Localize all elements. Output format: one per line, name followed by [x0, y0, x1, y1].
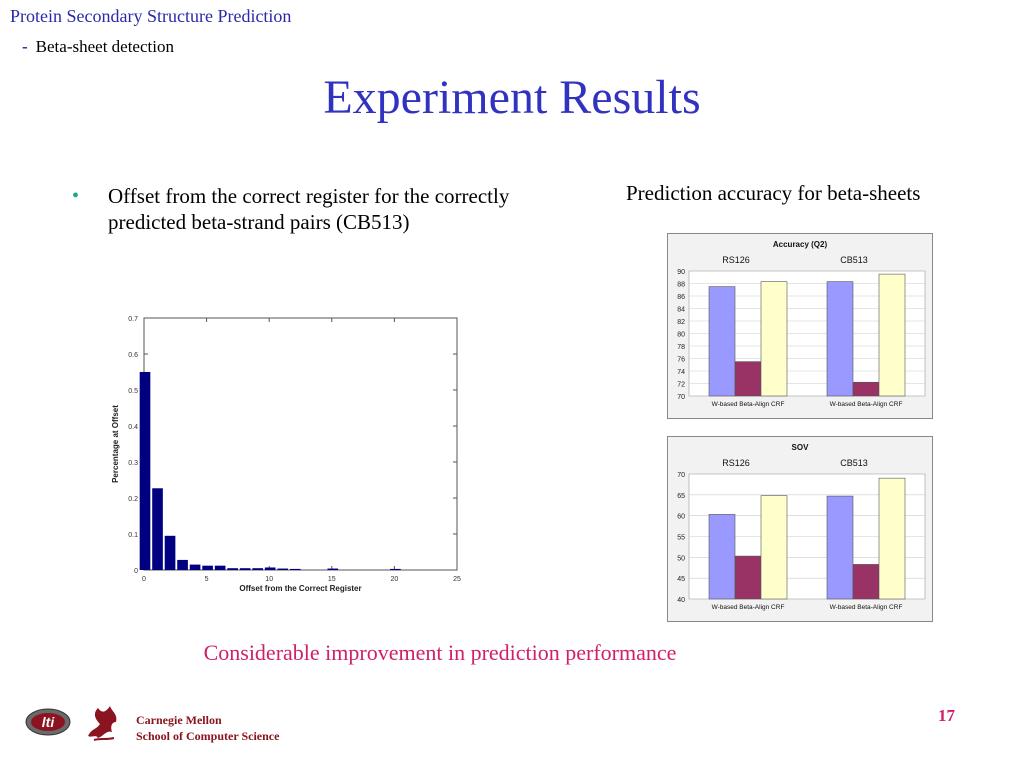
bar — [878, 273, 906, 397]
histogram-bar — [264, 567, 276, 570]
bar — [708, 286, 736, 397]
histogram-bar — [152, 488, 163, 570]
histogram-bar — [227, 568, 238, 570]
y-tick-label: 76 — [677, 357, 685, 364]
bar — [708, 514, 736, 600]
y-tick-label: 74 — [677, 369, 685, 376]
histogram-frame — [143, 317, 458, 571]
x-tick-label: 5 — [205, 576, 209, 583]
histogram-bar — [252, 568, 264, 570]
category-labels: W-based Beta-Align CRF — [830, 604, 903, 611]
histogram-bar — [289, 568, 301, 570]
histogram-bar — [177, 559, 188, 570]
group-label: RS126 — [722, 255, 750, 265]
x-tick-label: 25 — [453, 576, 461, 583]
histogram-bar — [327, 568, 339, 570]
conclusion-text: Considerable improvement in prediction p… — [203, 640, 677, 665]
bar — [760, 281, 788, 397]
y-tick-label: 0.5 — [128, 388, 138, 395]
subtopic-dash: - — [22, 37, 28, 56]
y-tick-label: 0.1 — [128, 532, 138, 539]
slide-title: Experiment Results — [323, 71, 701, 124]
lti-logo: lti — [25, 708, 71, 736]
histogram-bar — [239, 568, 251, 570]
bullet-icon: • — [72, 185, 80, 207]
histogram-bar — [214, 565, 226, 570]
x-tick-label: 0 — [142, 576, 146, 583]
histogram-bar — [202, 565, 213, 570]
category-labels: W-based Beta-Align CRF — [712, 604, 785, 611]
y-tick-label: 72 — [677, 382, 685, 389]
y-tick-label: 45 — [677, 576, 685, 583]
group-label: CB513 — [840, 458, 868, 468]
bar — [826, 281, 854, 397]
x-tick-label: 10 — [265, 576, 273, 583]
bar — [734, 361, 762, 397]
cmu-line2: School of Computer Science — [136, 729, 280, 743]
subtopic-text: Beta-sheet detection — [35, 37, 174, 56]
course-title: Protein Secondary Structure Prediction — [10, 6, 292, 26]
cmu-line1: Carnegie Mellon — [136, 713, 222, 727]
y-tick-label: 70 — [677, 472, 685, 479]
bar — [760, 495, 788, 600]
histogram-bar — [189, 564, 201, 570]
accuracy-chart: 70 72 74 76 78 80 82 84 86 88 90 Accuracy (Q2) RS126… — [667, 233, 933, 419]
y-tick-label: 88 — [677, 282, 685, 289]
sov-chart: 40 45 50 55 60 65 70 SOV RS126 W-based Beta-Align… — [667, 436, 933, 622]
y-tick-label: 84 — [677, 307, 685, 314]
y-tick-label: 70 — [677, 394, 685, 401]
subtopic-line: - Beta-sheet detection — [22, 37, 174, 57]
y-tick-label: 65 — [677, 493, 685, 500]
y-tick-label: 60 — [677, 514, 685, 521]
histogram-bar — [390, 568, 401, 570]
y-axis-label: Percentage at Offset — [111, 405, 120, 483]
category-labels: W-based Beta-Align CRF — [830, 401, 903, 408]
y-tick-label: 0.7 — [128, 316, 138, 323]
group-label: CB513 — [840, 255, 868, 265]
bar — [826, 495, 854, 600]
y-tick-label: 90 — [677, 269, 685, 276]
histogram-bar — [164, 535, 176, 570]
y-tick-label: 55 — [677, 535, 685, 542]
bar — [878, 477, 906, 600]
offset-histogram: 0 0.1 0.2 0.3 0.4 0.5 0.6 0.7 0 5 10 15 20 25 Offset f… — [111, 316, 461, 593]
y-tick-label: 80 — [677, 332, 685, 339]
bar — [734, 555, 762, 600]
lti-logo-text: lti — [42, 714, 56, 730]
y-tick-label: 40 — [677, 597, 685, 604]
x-tick-label: 20 — [391, 576, 399, 583]
y-tick-label: 50 — [677, 555, 685, 562]
y-tick-label: 0.2 — [128, 496, 138, 503]
histogram-bar — [277, 568, 289, 570]
y-tick-label: 86 — [677, 294, 685, 301]
histogram-bar — [139, 372, 151, 570]
chart-title: SOV — [792, 443, 810, 452]
page-number: 17 — [938, 706, 955, 725]
y-tick-label: 0.4 — [128, 424, 138, 431]
x-tick-label: 15 — [328, 576, 336, 583]
y-tick-label: 0.3 — [128, 460, 138, 467]
y-tick-label: 82 — [677, 319, 685, 326]
y-tick-label: 0 — [134, 568, 138, 575]
y-tick-label: 78 — [677, 344, 685, 351]
bar — [852, 564, 880, 600]
category-labels: W-based Beta-Align CRF — [712, 401, 785, 408]
right-caption: Prediction accuracy for beta-sheets — [626, 181, 921, 205]
cmu-footer: Carnegie Mellon School of Computer Scien… — [136, 712, 279, 744]
x-axis-label: Offset from the Correct Register — [239, 584, 361, 593]
bar — [852, 381, 880, 397]
dragon-logo — [88, 706, 117, 741]
y-tick-label: 0.6 — [128, 352, 138, 359]
chart-title: Accuracy (Q2) — [773, 240, 828, 249]
group-label: RS126 — [722, 458, 750, 468]
bullet-text: Offset from the correct register for the… — [108, 184, 510, 234]
